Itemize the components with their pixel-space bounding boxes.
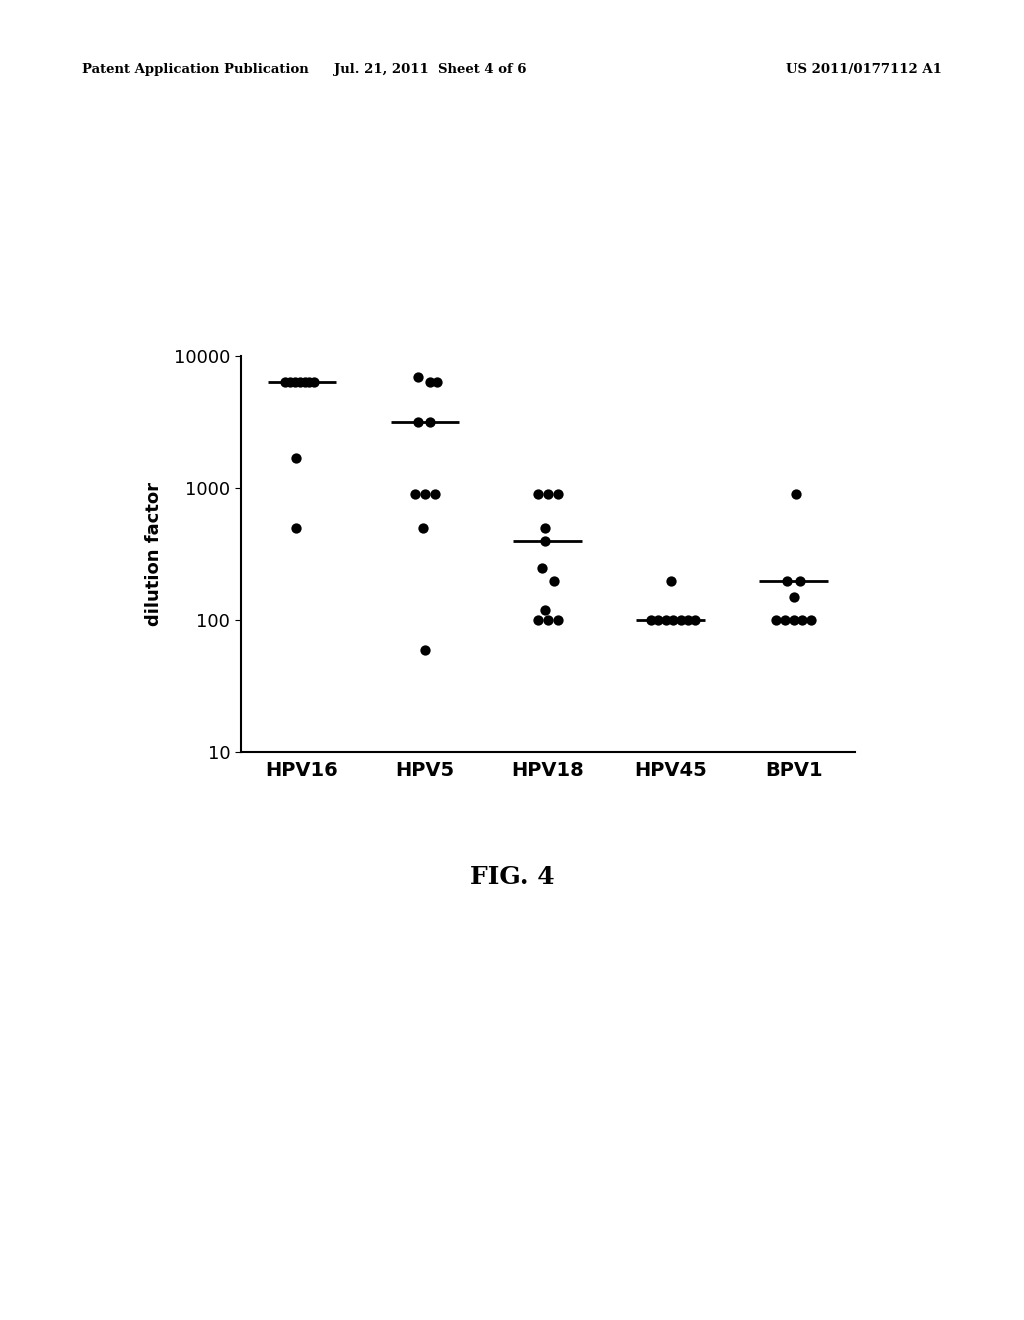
Point	[288, 447, 304, 469]
Point	[540, 484, 556, 506]
Point	[787, 484, 804, 506]
Point	[417, 484, 433, 506]
Text: Jul. 21, 2011  Sheet 4 of 6: Jul. 21, 2011 Sheet 4 of 6	[334, 63, 526, 77]
Point	[538, 517, 554, 539]
Point	[415, 517, 431, 539]
Text: Patent Application Publication: Patent Application Publication	[82, 63, 308, 77]
Point	[538, 531, 554, 552]
Point	[282, 371, 298, 392]
Point	[534, 557, 550, 578]
Point	[657, 610, 674, 631]
Point	[650, 610, 667, 631]
Point	[306, 371, 323, 392]
Point	[288, 517, 304, 539]
Point	[792, 570, 808, 591]
Point	[680, 610, 696, 631]
Point	[777, 610, 794, 631]
Point	[546, 570, 562, 591]
Point	[429, 371, 445, 392]
Point	[407, 484, 423, 506]
Point	[422, 411, 438, 432]
Point	[779, 570, 796, 591]
Point	[550, 610, 566, 631]
Point	[529, 610, 546, 631]
Point	[785, 610, 802, 631]
Point	[296, 371, 312, 392]
Point	[538, 599, 554, 620]
Point	[287, 371, 303, 392]
Point	[422, 371, 438, 392]
Point	[803, 610, 819, 631]
Point	[410, 411, 426, 432]
Point	[276, 371, 293, 392]
Point	[673, 610, 689, 631]
Point	[794, 610, 810, 631]
Point	[663, 570, 679, 591]
Point	[768, 610, 784, 631]
Text: US 2011/0177112 A1: US 2011/0177112 A1	[786, 63, 942, 77]
Point	[301, 371, 317, 392]
Point	[540, 610, 556, 631]
Point	[550, 484, 566, 506]
Point	[687, 610, 703, 631]
Point	[292, 371, 308, 392]
Point	[417, 639, 433, 660]
Point	[643, 610, 659, 631]
Point	[427, 484, 443, 506]
Point	[410, 366, 426, 387]
Point	[665, 610, 681, 631]
Point	[785, 586, 802, 607]
Y-axis label: dilution factor: dilution factor	[144, 482, 163, 627]
Point	[529, 484, 546, 506]
Text: FIG. 4: FIG. 4	[470, 865, 554, 888]
